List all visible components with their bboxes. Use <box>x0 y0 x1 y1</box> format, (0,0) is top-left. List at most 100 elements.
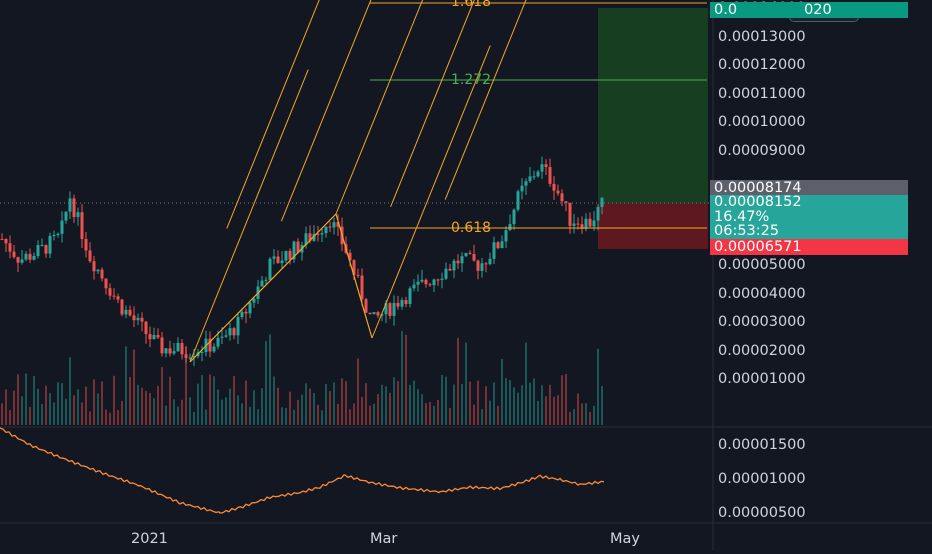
target-price-head: 0.0 <box>714 2 738 18</box>
volume-bar <box>73 395 75 425</box>
candle-body <box>304 233 308 245</box>
price-axis-label: 0.00001000 <box>718 371 806 388</box>
candle-body <box>392 302 396 316</box>
volume-bar <box>489 400 491 425</box>
volume-bar <box>53 402 55 425</box>
candle-body <box>268 258 272 280</box>
volume-bar <box>137 384 139 425</box>
indicator-axis-label: 0.00001500 <box>718 437 806 453</box>
last-price-value: 0.00008152 <box>714 194 802 210</box>
volume-bar <box>553 396 555 425</box>
volume-bar <box>449 408 451 425</box>
volume-bar <box>105 409 107 425</box>
candle-body <box>504 230 508 242</box>
candle-body <box>28 253 32 260</box>
volume-bar <box>93 379 95 425</box>
volume-bar <box>517 392 519 425</box>
candle-body <box>76 212 80 218</box>
candle-body <box>568 202 572 226</box>
candle-body <box>128 309 132 316</box>
volume-bar <box>213 376 215 425</box>
candle-body <box>124 309 128 315</box>
volume-bar <box>481 409 483 425</box>
volume-bar <box>161 367 163 425</box>
volume-bar <box>477 380 479 425</box>
volume-bar <box>305 383 307 425</box>
candle-body <box>148 334 152 340</box>
candle-body <box>328 226 332 228</box>
indicator-axis-label: 0.00001000 <box>718 471 806 487</box>
candle-body <box>52 235 56 237</box>
volume-bar <box>337 403 339 425</box>
candle-body <box>536 171 540 177</box>
candle-body <box>556 190 560 194</box>
volume-bar <box>501 358 503 425</box>
volume-bar <box>157 385 159 425</box>
volume-bar <box>533 378 535 425</box>
candle-body <box>408 288 412 304</box>
candle-body <box>20 259 24 263</box>
candle-body <box>288 250 292 260</box>
candle-body <box>476 260 480 271</box>
volume-bar <box>593 405 595 425</box>
volume-bar <box>65 398 67 425</box>
candle-body <box>172 351 176 354</box>
candle-body <box>528 176 532 182</box>
candle-body <box>508 224 512 231</box>
volume-bar <box>577 393 579 425</box>
volume-bar <box>85 386 87 425</box>
volume-bar <box>233 376 235 425</box>
volume-bar <box>237 395 239 425</box>
volume-bar <box>341 378 343 425</box>
volume-bar <box>289 391 291 425</box>
price-axis-label: 0.00004000 <box>718 285 806 302</box>
volume-bar <box>1 403 3 425</box>
price-axis-label: 0.00009000 <box>718 142 806 159</box>
time-label-2021: 2021 <box>131 531 168 547</box>
candle-body <box>164 348 168 354</box>
volume-bar <box>297 399 299 425</box>
candle-body <box>112 295 116 297</box>
candle-body <box>200 352 204 354</box>
candle-body <box>188 357 192 359</box>
volume-bar <box>125 346 127 425</box>
candle-body <box>32 255 36 260</box>
candle-body <box>440 278 444 280</box>
volume-bar <box>549 384 551 425</box>
candle-body <box>180 342 184 355</box>
candle-body <box>596 207 600 221</box>
candle-body <box>156 335 160 338</box>
candle-body <box>248 302 252 314</box>
price-axis-label: 0.00013000 <box>718 28 806 45</box>
volume-bar <box>153 398 155 425</box>
volume-bar <box>457 337 459 425</box>
candle-body <box>12 251 16 258</box>
candle-body <box>260 280 264 287</box>
volume-bar <box>81 402 83 425</box>
volume-bar <box>493 382 495 425</box>
volume-bar <box>537 401 539 425</box>
volume-bar <box>573 409 575 425</box>
candle-body <box>16 257 20 263</box>
volume-bar <box>377 394 379 425</box>
volume-bar <box>209 374 211 425</box>
candle-body <box>308 233 312 241</box>
volume-bar <box>461 383 463 425</box>
candle-body <box>72 198 76 218</box>
volume-bar <box>541 385 543 425</box>
candle-body <box>456 260 460 264</box>
candle-body <box>472 254 476 261</box>
volume-bar <box>409 384 411 425</box>
volume-bar <box>357 358 359 425</box>
candle-body <box>332 222 336 228</box>
candle-body <box>24 253 28 260</box>
pitchfork-line <box>226 0 320 229</box>
candle-body <box>228 328 232 336</box>
volume-bar <box>225 397 227 425</box>
volume-bar <box>421 394 423 425</box>
candle-body <box>416 281 420 285</box>
candle-body <box>100 269 104 279</box>
candle-body <box>104 278 108 289</box>
